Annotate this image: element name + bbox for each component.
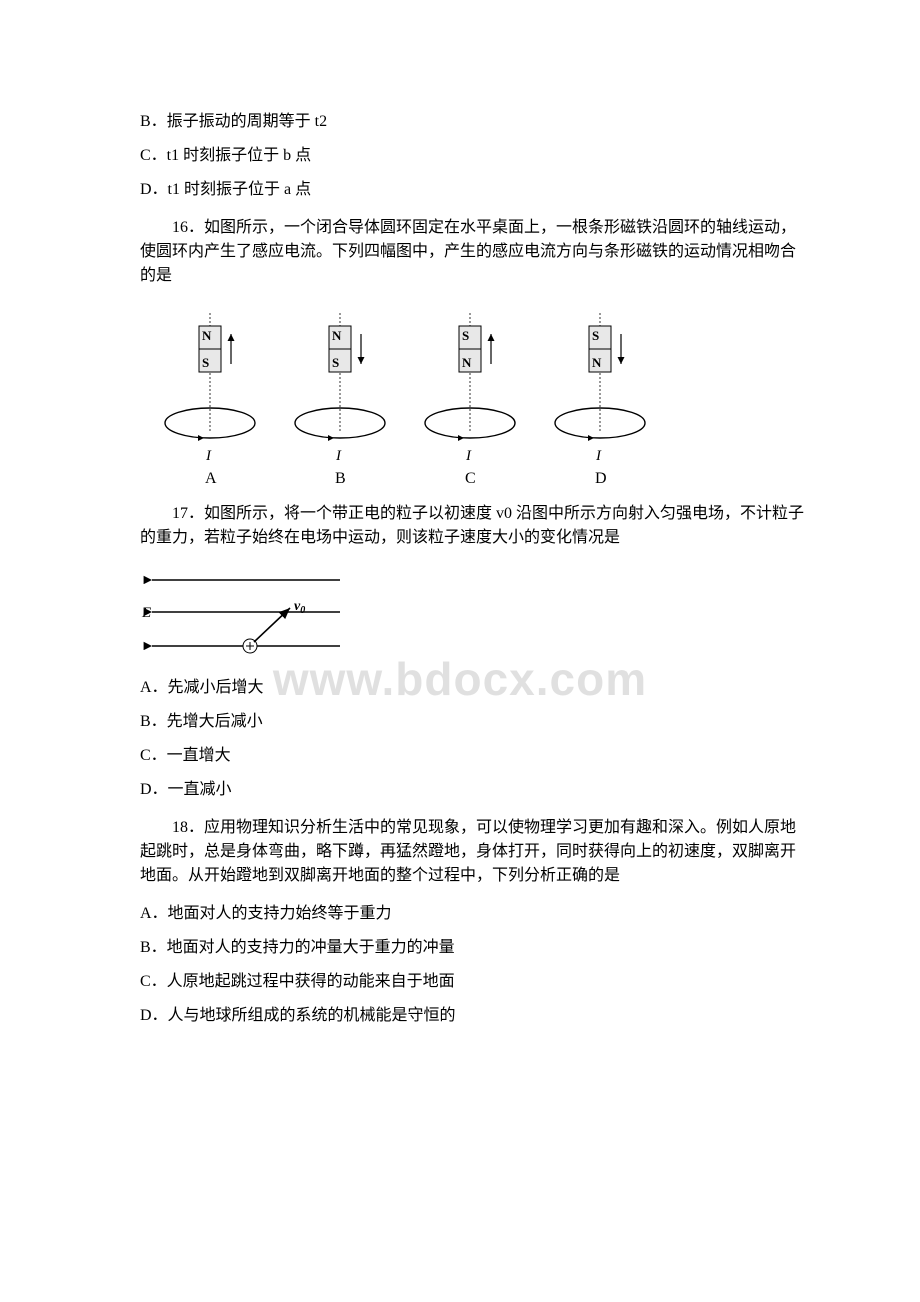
q17-option-c: C．一直增大 bbox=[140, 744, 810, 768]
svg-text:N: N bbox=[592, 355, 602, 370]
svg-text:E: E bbox=[141, 605, 151, 621]
q17-diagram: Ev0 bbox=[140, 568, 810, 658]
q15-option-c: C．t1 时刻振子位于 b 点 bbox=[140, 144, 810, 168]
svg-text:D: D bbox=[595, 470, 607, 487]
svg-text:S: S bbox=[592, 328, 599, 343]
q17-stem: 17．如图所示，将一个带正电的粒子以初速度 v0 沿图中所示方向射入匀强电场，不… bbox=[140, 502, 810, 550]
q18-option-c: C．人原地起跳过程中获得的动能来自于地面 bbox=[140, 970, 810, 994]
q16-diagram: NSIANSIBSNICSNID bbox=[140, 308, 810, 488]
q15-option-b: B．振子振动的周期等于 t2 bbox=[140, 110, 810, 134]
svg-text:S: S bbox=[332, 355, 339, 370]
q18-option-b: B．地面对人的支持力的冲量大于重力的冲量 bbox=[140, 936, 810, 960]
q17-option-d: D．一直减小 bbox=[140, 778, 810, 802]
svg-text:N: N bbox=[462, 355, 472, 370]
svg-text:B: B bbox=[335, 470, 346, 487]
svg-text:C: C bbox=[465, 470, 476, 487]
q17-option-b: B．先增大后减小 bbox=[140, 710, 810, 734]
q18-option-d: D．人与地球所组成的系统的机械能是守恒的 bbox=[140, 1004, 810, 1028]
q18-stem: 18．应用物理知识分析生活中的常见现象，可以使物理学习更加有趣和深入。例如人原地… bbox=[140, 816, 810, 888]
svg-text:I: I bbox=[335, 448, 342, 464]
svg-text:A: A bbox=[205, 470, 217, 487]
q18-option-a: A．地面对人的支持力始终等于重力 bbox=[140, 902, 810, 926]
svg-text:S: S bbox=[202, 355, 209, 370]
svg-text:I: I bbox=[205, 448, 212, 464]
svg-text:I: I bbox=[595, 448, 602, 464]
svg-text:v0: v0 bbox=[294, 599, 305, 616]
q17-option-a: A．先减小后增大 bbox=[140, 676, 810, 700]
q16-stem: 16．如图所示，一个闭合导体圆环固定在水平桌面上，一根条形磁铁沿圆环的轴线运动，… bbox=[140, 216, 810, 288]
svg-text:N: N bbox=[332, 328, 342, 343]
svg-text:I: I bbox=[465, 448, 472, 464]
svg-text:S: S bbox=[462, 328, 469, 343]
svg-text:N: N bbox=[202, 328, 212, 343]
q15-option-d: D．t1 时刻振子位于 a 点 bbox=[140, 178, 810, 202]
